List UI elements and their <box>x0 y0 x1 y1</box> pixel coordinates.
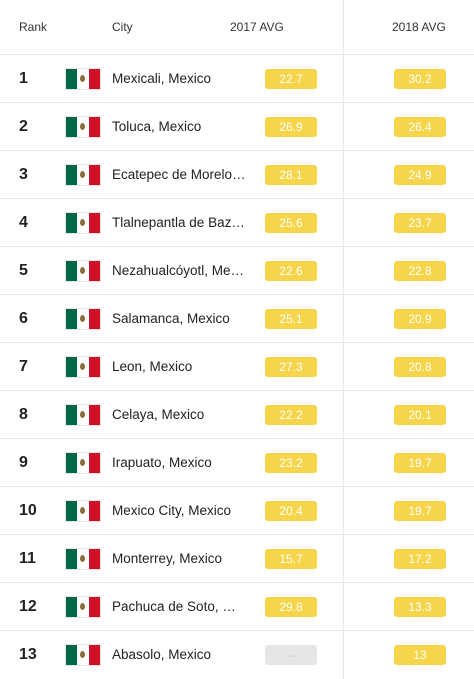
rank-number: 1 <box>19 70 28 87</box>
mexico-flag-icon <box>66 405 100 425</box>
avg-2017-badge: 22.7 <box>265 69 317 89</box>
mexico-flag-icon <box>66 309 100 329</box>
rank-number: 13 <box>19 646 37 663</box>
rank-number: 12 <box>19 598 37 615</box>
avg-2017-column-header[interactable]: 2017 AVG <box>230 20 284 34</box>
rank-number: 6 <box>19 310 28 327</box>
table-row[interactable]: 7 Leon, Mexico 27.3 20.8 <box>0 343 474 391</box>
avg-2017-badge: 27.3 <box>265 357 317 377</box>
table-row[interactable]: 1 Mexicali, Mexico 22.7 30.2 <box>0 55 474 103</box>
avg-2017-badge: 22.6 <box>265 261 317 281</box>
city-name-link[interactable]: Celaya, Mexico <box>112 407 205 422</box>
avg-2018-badge: 30.2 <box>394 69 446 89</box>
rank-number: 5 <box>19 262 28 279</box>
city-name-link[interactable]: Mexico City, Mexico <box>112 503 232 518</box>
city-name-link[interactable]: Abasolo, Mexico <box>112 647 212 662</box>
table-row[interactable]: 8 Celaya, Mexico 22.2 20.1 <box>0 391 474 439</box>
avg-2018-badge: 20.1 <box>394 405 446 425</box>
avg-2018-column-header[interactable]: 2018 AVG <box>392 20 446 34</box>
rank-number: 11 <box>19 550 36 567</box>
rank-number: 2 <box>19 118 28 135</box>
table-row[interactable]: 10 Mexico City, Mexico 20.4 19.7 <box>0 487 474 535</box>
city-name-link[interactable]: Ecatepec de Morelo… <box>112 167 246 182</box>
avg-2018-badge: 26.4 <box>394 117 446 137</box>
city-name-link[interactable]: Leon, Mexico <box>112 359 193 374</box>
avg-2017-badge: – <box>265 645 317 665</box>
rank-number: 9 <box>19 454 28 471</box>
city-name-link[interactable]: Mexicali, Mexico <box>112 71 212 86</box>
mexico-flag-icon <box>66 501 100 521</box>
mexico-flag-icon <box>66 165 100 185</box>
avg-2018-badge: 13 <box>394 645 446 665</box>
avg-2018-badge: 19.7 <box>394 453 446 473</box>
rank-number: 4 <box>19 214 28 231</box>
table-row[interactable]: 13 Abasolo, Mexico – 13 <box>0 631 474 679</box>
mexico-flag-icon <box>66 357 100 377</box>
avg-2017-badge: 28.1 <box>265 165 317 185</box>
mexico-flag-icon <box>66 645 100 665</box>
avg-2018-badge: 20.9 <box>394 309 446 329</box>
table-row[interactable]: 5 Nezahualcóyotl, Me… 22.6 22.8 <box>0 247 474 295</box>
avg-2017-badge: 26.9 <box>265 117 317 137</box>
avg-2017-badge: 20.4 <box>265 501 317 521</box>
avg-2017-badge: 22.2 <box>265 405 317 425</box>
rank-number: 10 <box>19 502 37 519</box>
rank-number: 3 <box>19 166 28 183</box>
avg-2018-badge: 22.8 <box>394 261 446 281</box>
avg-2018-badge: 13.3 <box>394 597 446 617</box>
mexico-flag-icon <box>66 453 100 473</box>
avg-2017-badge: 15.7 <box>265 549 317 569</box>
table-row[interactable]: 12 Pachuca de Soto, … 29.8 13.3 <box>0 583 474 631</box>
mexico-flag-icon <box>66 597 100 617</box>
rank-number: 7 <box>19 358 28 375</box>
avg-2017-badge: 29.8 <box>265 597 317 617</box>
avg-2017-badge: 23.2 <box>265 453 317 473</box>
mexico-flag-icon <box>66 261 100 281</box>
city-column-header[interactable]: City <box>112 20 133 34</box>
city-name-link[interactable]: Salamanca, Mexico <box>112 311 230 326</box>
mexico-flag-icon <box>66 213 100 233</box>
avg-2018-badge: 23.7 <box>394 213 446 233</box>
mexico-flag-icon <box>66 69 100 89</box>
avg-2018-badge: 19.7 <box>394 501 446 521</box>
table-body: 1 Mexicali, Mexico 22.7 30.2 2 Toluca, Mexico… <box>0 55 474 679</box>
rank-number: 8 <box>19 406 28 423</box>
city-name-link[interactable]: Tlalnepantla de Baz… <box>112 215 245 230</box>
table-header: Rank City 2017 AVG 2018 AVG <box>0 0 474 55</box>
table-row[interactable]: 11 Monterrey, Mexico 15.7 17.2 <box>0 535 474 583</box>
mexico-flag-icon <box>66 549 100 569</box>
table-row[interactable]: 6 Salamanca, Mexico 25.1 20.9 <box>0 295 474 343</box>
table-row[interactable]: 2 Toluca, Mexico 26.9 26.4 <box>0 103 474 151</box>
avg-2017-badge: 25.1 <box>265 309 317 329</box>
city-name-link[interactable]: Monterrey, Mexico <box>112 551 223 566</box>
column-divider <box>343 0 344 679</box>
table-row[interactable]: 9 Irapuato, Mexico 23.2 19.7 <box>0 439 474 487</box>
city-name-link[interactable]: Irapuato, Mexico <box>112 455 212 470</box>
table-row[interactable]: 3 Ecatepec de Morelo… 28.1 24.9 <box>0 151 474 199</box>
mexico-flag-icon <box>66 117 100 137</box>
city-name-link[interactable]: Toluca, Mexico <box>112 119 202 134</box>
city-name-link[interactable]: Pachuca de Soto, … <box>112 599 236 614</box>
avg-2018-badge: 17.2 <box>394 549 446 569</box>
rank-column-header[interactable]: Rank <box>19 20 48 34</box>
city-name-link[interactable]: Nezahualcóyotl, Me… <box>112 263 245 278</box>
avg-2018-badge: 20.8 <box>394 357 446 377</box>
avg-2018-badge: 24.9 <box>394 165 446 185</box>
avg-2017-badge: 25.6 <box>265 213 317 233</box>
table-row[interactable]: 4 Tlalnepantla de Baz… 25.6 23.7 <box>0 199 474 247</box>
